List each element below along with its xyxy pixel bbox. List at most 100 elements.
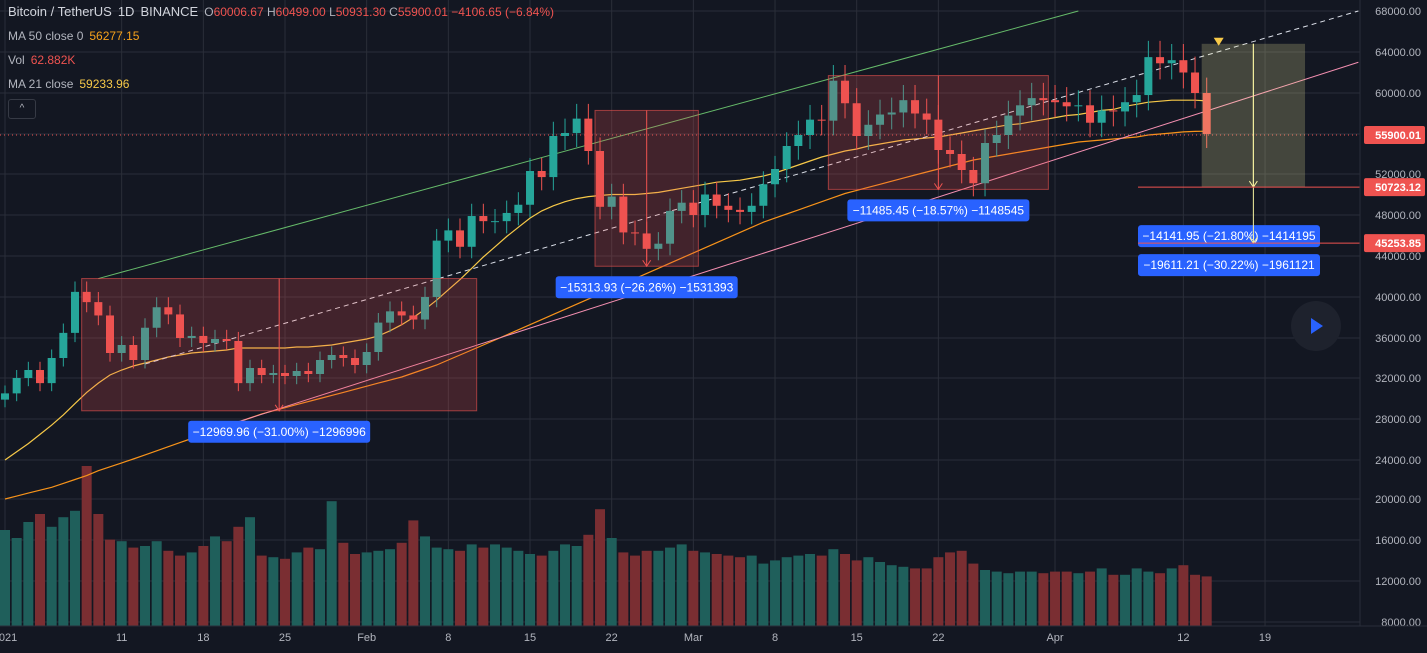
time-tick-label: 11 — [116, 632, 127, 644]
close-label: C — [389, 5, 398, 19]
vol-row[interactable]: Vol 62.882K — [8, 48, 554, 72]
channel-mid-line[interactable] — [144, 10, 1359, 365]
volume-bar — [420, 536, 431, 626]
price-tick-label: 32000.00 — [1375, 373, 1421, 385]
measure-label-bg — [1138, 254, 1320, 277]
candle-body — [246, 368, 255, 384]
price-tick-label: 60000.00 — [1375, 88, 1421, 100]
symbol-name[interactable]: Bitcoin / TetherUS — [8, 4, 112, 19]
volume-bar — [1050, 571, 1061, 626]
volume-bar — [478, 547, 489, 626]
ma50-row[interactable]: MA 50 close 0 56277.15 — [8, 24, 554, 48]
candle-body — [736, 209, 745, 212]
volume-bar — [140, 546, 151, 626]
candle-body — [491, 221, 500, 223]
ma50-label: MA 50 close 0 — [8, 29, 84, 43]
volume-bar — [338, 542, 349, 626]
low-value: 50931.30 — [335, 5, 386, 19]
volume-bar — [1120, 574, 1131, 626]
time-tick-label: 22 — [606, 632, 618, 644]
time-tick-label: 22 — [932, 632, 944, 644]
volume-bar — [1015, 571, 1026, 626]
volume-bar — [688, 550, 699, 626]
candle-body — [164, 307, 173, 315]
time-tick-label: 18 — [197, 632, 209, 644]
measure-label: −12969.96 (−31.00%) −1296996 — [193, 425, 366, 439]
change-value: −4106.65 (−6.84%) — [451, 5, 554, 19]
arrow-down-icon — [642, 259, 652, 268]
volume-bar — [606, 538, 617, 626]
volume-bar — [0, 530, 10, 626]
candle-body — [852, 103, 861, 136]
candle-body — [584, 118, 593, 151]
interval-label[interactable]: 1D — [117, 4, 135, 19]
candle-body — [946, 150, 955, 154]
channel-lower-line[interactable] — [214, 61, 1359, 430]
candle-body — [502, 212, 511, 222]
volume-bar — [711, 554, 722, 626]
volume-bar — [758, 563, 769, 626]
time-tick-label: 19 — [1259, 632, 1271, 644]
price-tick-label: 52000.00 — [1375, 169, 1421, 181]
measure-label-bg — [1138, 225, 1320, 248]
candle-body — [456, 230, 465, 247]
candle-body — [561, 132, 570, 136]
volume-bar — [280, 558, 291, 626]
volume-bar — [1190, 574, 1201, 626]
replay-play-button[interactable] — [1291, 301, 1341, 351]
marker-triangle-icon — [1213, 37, 1224, 46]
volume-bar — [175, 555, 186, 626]
candle-body — [199, 335, 208, 343]
measure-tool[interactable]: −19611.21 (−30.22%) −1961121 — [1138, 43, 1320, 277]
candle-body — [211, 339, 220, 343]
candle-body — [992, 135, 1001, 143]
volume-bar — [595, 509, 606, 626]
collapse-legend-button[interactable]: ^ — [8, 99, 36, 119]
candle-body — [152, 307, 161, 328]
price-tick-label: 24000.00 — [1375, 455, 1421, 467]
volume-bar — [571, 546, 582, 626]
volume-bar — [233, 526, 244, 626]
candle-body — [841, 80, 850, 104]
volume-bar — [875, 562, 886, 626]
high-label: H — [266, 5, 276, 19]
measure-tool[interactable]: −14141.95 (−21.80%) −1414195 — [1138, 43, 1320, 248]
volume-bar — [23, 522, 34, 626]
volume-bar — [956, 550, 967, 626]
price-tag — [1364, 234, 1425, 253]
price-tag — [1364, 125, 1425, 144]
candle-body — [1167, 60, 1176, 64]
volume-bar — [1166, 568, 1177, 626]
vol-value: 62.882K — [30, 53, 76, 67]
price-axis[interactable]: 8000.0012000.0016000.0020000.0024000.002… — [1359, 0, 1427, 653]
candle-body — [432, 240, 441, 297]
candle-body — [1097, 110, 1106, 123]
candle-body — [876, 114, 885, 125]
measure-tool[interactable]: −15313.93 (−26.26%) −1531393 — [555, 109, 738, 299]
volume-bar — [851, 560, 862, 626]
price-tick-label: 48000.00 — [1375, 210, 1421, 222]
volume-bar — [198, 546, 209, 626]
volume-bar — [326, 501, 337, 626]
time-axis[interactable]: 2021 11 18 25 Feb 8 15 22 Mar 8 15 22 Apr 12 19 — [0, 625, 1427, 653]
volume-bar — [11, 538, 22, 626]
candle-body — [607, 196, 616, 207]
ma50-value: 56277.15 — [89, 29, 140, 43]
candle-body — [806, 119, 815, 135]
ma21-row[interactable]: MA 21 close 59233.96 — [8, 72, 554, 96]
volume-bar — [676, 544, 687, 626]
time-tick-label: 2021 — [0, 632, 17, 644]
open-label: O — [204, 5, 214, 19]
measure-tool[interactable]: −11485.45 (−18.57%) −1148545 — [827, 75, 1049, 222]
candle-body — [677, 202, 686, 211]
volume-bar — [781, 557, 792, 626]
volume-bar — [268, 557, 279, 626]
time-tick-label: 8 — [445, 632, 451, 644]
volume-bar — [618, 552, 629, 626]
volume-bar — [93, 514, 104, 626]
volume-bar — [46, 526, 57, 626]
measure-tool[interactable]: −12969.96 (−31.00%) −1296996 — [81, 278, 478, 443]
measure-tools[interactable]: −12969.96 (−31.00%) −1296996 −15313.93 (−… — [81, 37, 1360, 443]
volume-bar — [933, 557, 944, 626]
